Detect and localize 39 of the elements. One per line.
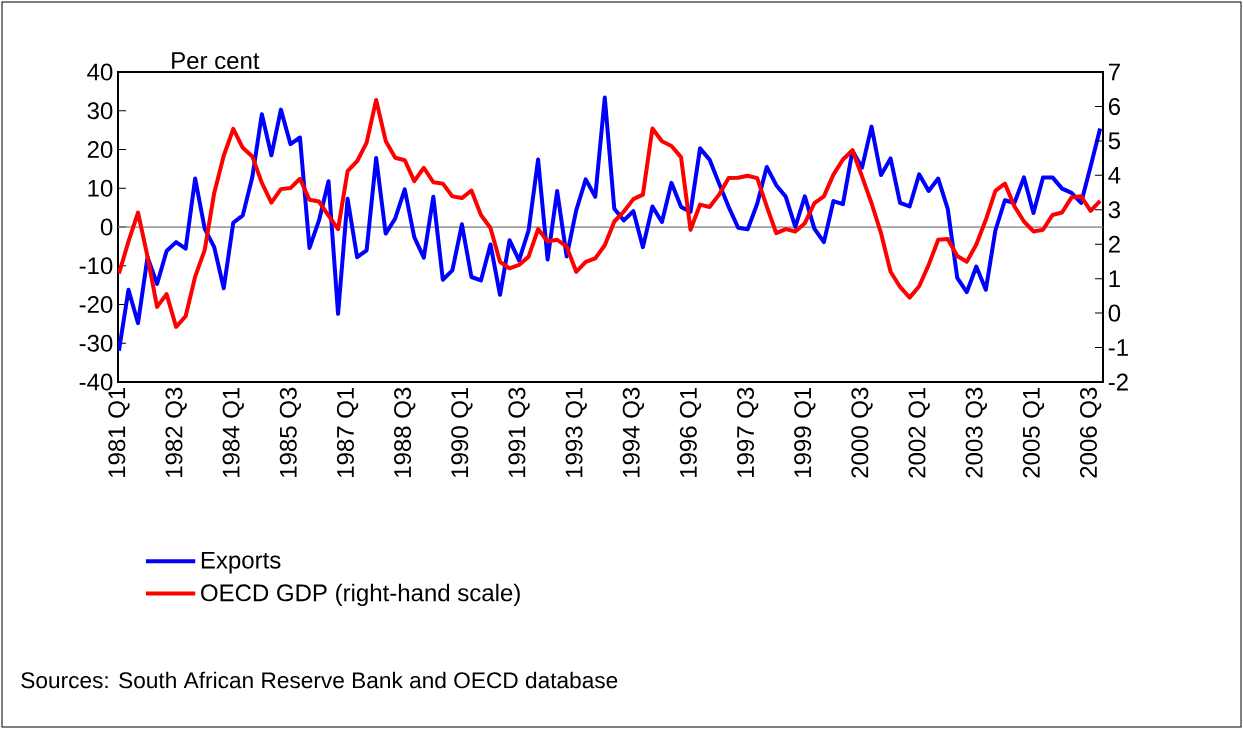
x-tick-label: 1982 Q3: [165, 387, 187, 477]
y2-tick-label: 3: [1108, 201, 1121, 219]
source-note: Sources: South African Reserve Bank and OECD database: [21, 671, 618, 689]
x-tick-label: 1988 Q3: [394, 387, 416, 477]
y-tick-label: -20: [79, 296, 113, 313]
x-tick-label: 2000 Q3: [851, 387, 873, 478]
x-tick-label: 1994 Q3: [622, 387, 645, 477]
y-tick-label: 0: [100, 218, 113, 236]
y2-tick-label: 7: [1108, 63, 1120, 81]
x-tick-label: 2005 Q1: [1022, 387, 1045, 478]
y2-tick-label: 2: [1108, 235, 1120, 253]
x-tick-label: 2003 Q3: [965, 387, 987, 478]
x-tick-label: 1984 Q1: [222, 387, 244, 477]
x-tick-label: 2002 Q1: [908, 387, 930, 478]
y2-tick-label: 4: [1108, 167, 1121, 184]
legend-label: Exports: [201, 551, 281, 574]
y-tick-label: 20: [87, 141, 113, 158]
y-tick-label: 40: [87, 63, 113, 81]
y-tick-label: 30: [87, 102, 113, 120]
x-tick-label: 1990 Q1: [451, 387, 473, 477]
x-tick-label: 1993 Q1: [565, 387, 587, 477]
x-tick-label: 1996 Q1: [679, 387, 702, 477]
y2-tick-label: -1: [1108, 339, 1128, 356]
x-tick-label: 2006 Q3: [1079, 387, 1102, 478]
y2-tick-label: 1: [1109, 270, 1120, 287]
x-tick-label: 1991 Q3: [508, 387, 530, 477]
y-axis-title: Per cent: [172, 52, 260, 70]
y2-tick-label: -2: [1108, 373, 1128, 391]
y-tick-label: -10: [79, 257, 113, 275]
x-tick-label: 1999 Q1: [794, 387, 816, 477]
x-tick-label: 1997 Q3: [737, 387, 759, 477]
y2-tick-label: 5: [1108, 132, 1121, 150]
y-tick-label: -30: [79, 334, 113, 352]
x-tick-label: 1987 Q1: [336, 387, 359, 477]
legend-label: OECD GDP (right-hand scale): [201, 583, 520, 607]
y-tick-label: 10: [88, 179, 113, 197]
x-tick-label: 1985 Q3: [279, 387, 302, 477]
y2-tick-label: 6: [1108, 97, 1121, 115]
y2-tick-label: 0: [1108, 304, 1121, 322]
